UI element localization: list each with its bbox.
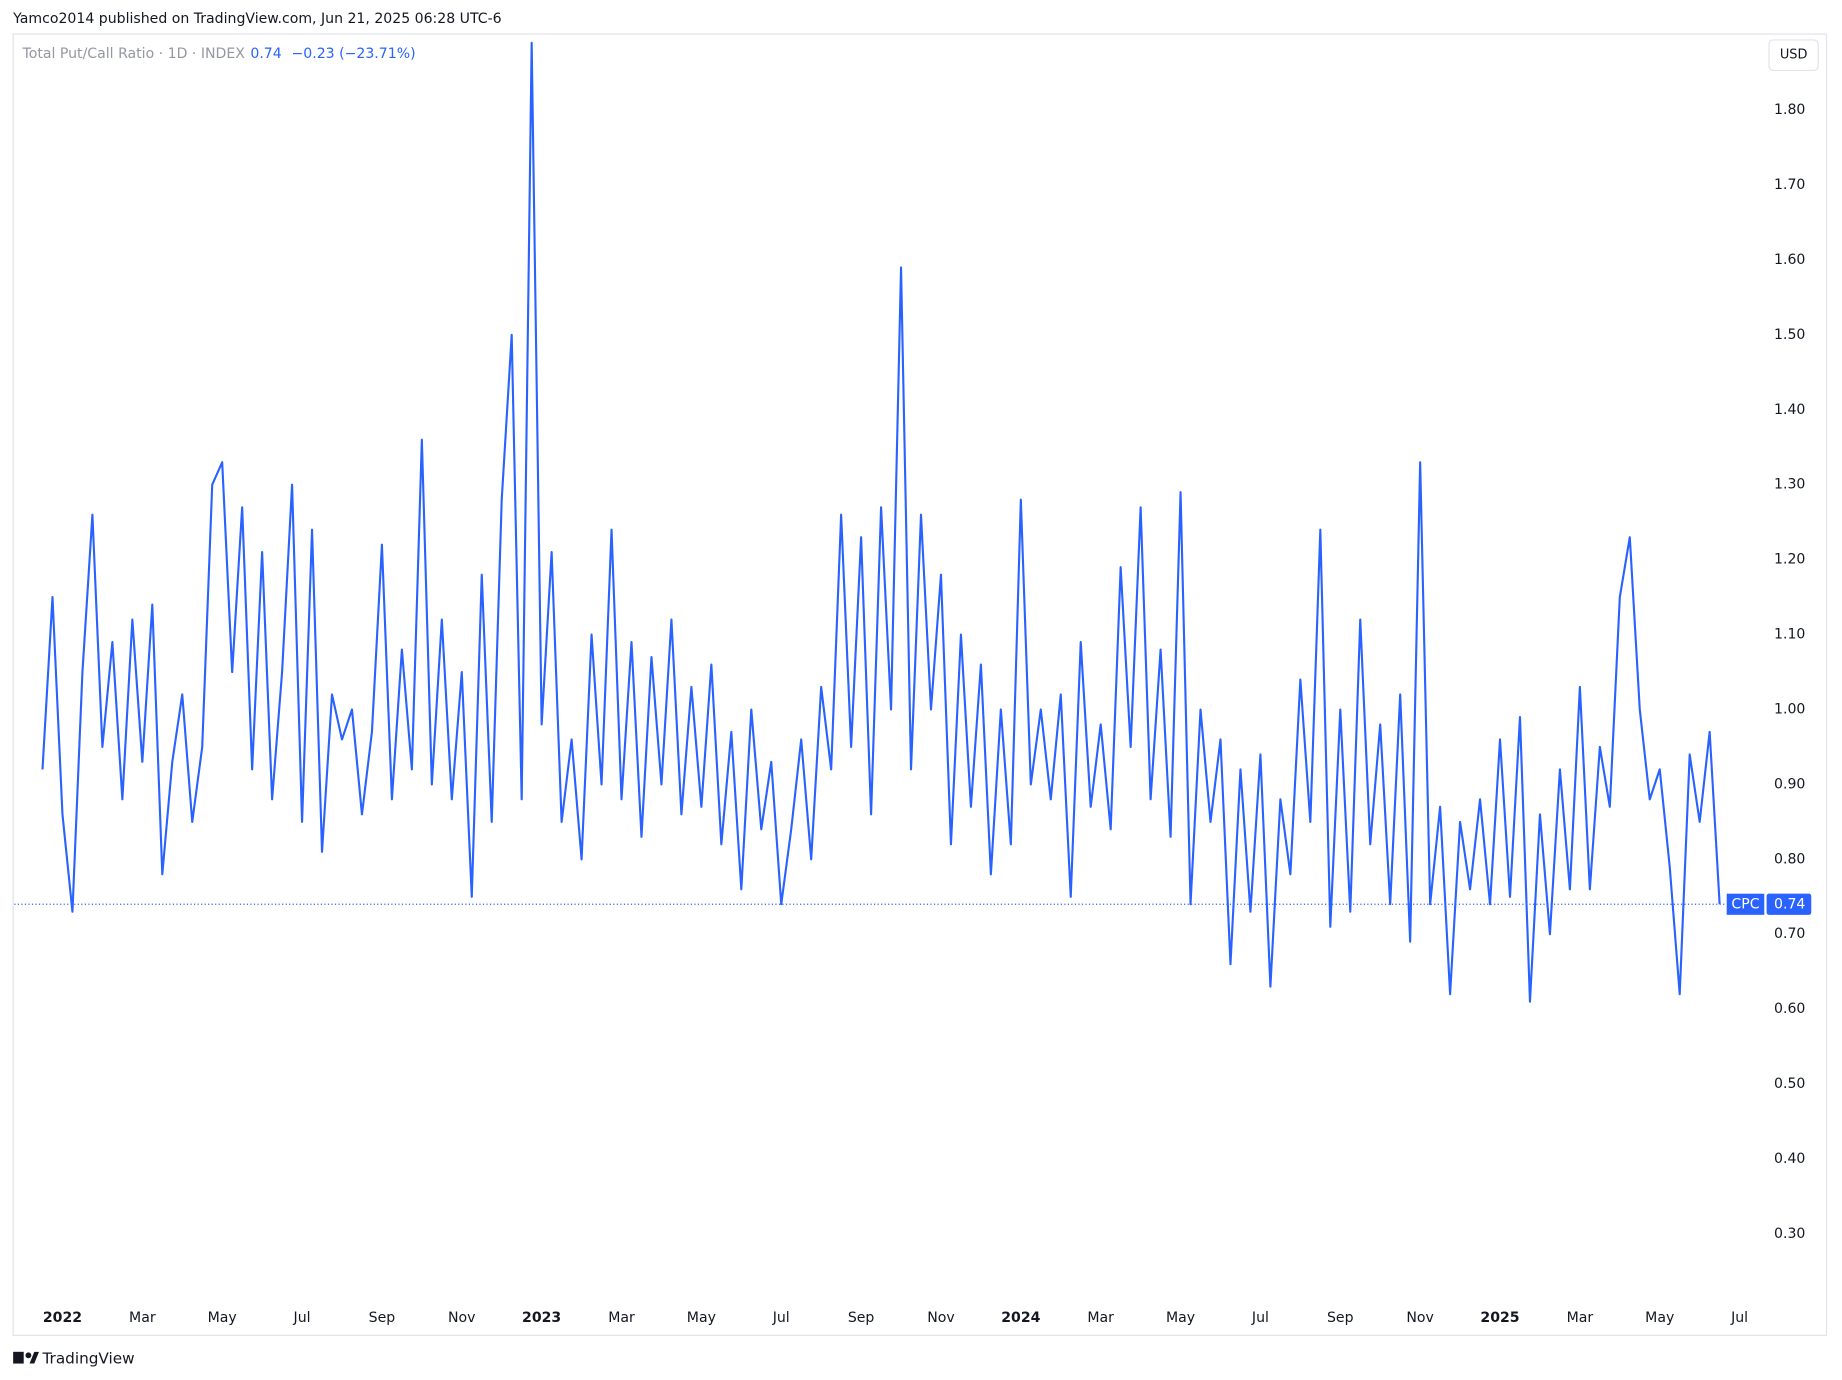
y-tick-label: 0.90 xyxy=(1774,776,1805,792)
y-tick-label: 1.50 xyxy=(1774,327,1805,343)
x-tick-label: Nov xyxy=(1406,1310,1433,1326)
symbol-label: CPC xyxy=(1731,896,1759,912)
price-label: 0.74 xyxy=(1774,896,1805,912)
x-tick-label: Sep xyxy=(369,1310,396,1326)
currency-box[interactable] xyxy=(1768,39,1819,72)
y-tick-label: 1.70 xyxy=(1774,177,1805,193)
y-tick-label: 1.30 xyxy=(1774,477,1805,493)
legend-title: Total Put/Call Ratio · 1D · INDEX xyxy=(22,46,246,62)
x-tick-label: Nov xyxy=(927,1310,954,1326)
x-tick-label: 2023 xyxy=(522,1310,561,1326)
frame xyxy=(12,33,1828,1336)
y-tick-label: 1.10 xyxy=(1774,627,1805,643)
brand: TradingView xyxy=(41,1349,134,1367)
x-tick-label: May xyxy=(687,1310,716,1326)
y-tick-label: 1.00 xyxy=(1774,701,1805,717)
y-tick-label: 0.70 xyxy=(1774,926,1805,942)
x-tick-label: May xyxy=(1166,1310,1195,1326)
legend-value: 0.74 xyxy=(250,46,281,62)
y-tick-label: 0.40 xyxy=(1774,1151,1805,1167)
x-tick-label: Nov xyxy=(448,1310,475,1326)
x-tick-label: 2022 xyxy=(43,1310,82,1326)
x-tick-label: 2024 xyxy=(1001,1310,1040,1326)
x-tick-label: May xyxy=(1645,1310,1674,1326)
y-tick-label: 0.50 xyxy=(1774,1076,1805,1092)
x-tick-label: Sep xyxy=(848,1310,875,1326)
y-tick-label: 0.80 xyxy=(1774,851,1805,867)
price-badge xyxy=(1766,893,1812,915)
publisher: Yamco2014 published on TradingView.com, … xyxy=(12,11,502,27)
legend-change: −0.23 (−23.71%) xyxy=(291,46,415,62)
y-tick-label: 1.80 xyxy=(1774,102,1805,118)
y-tick-label: 0.60 xyxy=(1774,1001,1805,1017)
y-tick-label: 1.20 xyxy=(1774,552,1805,568)
symbol-badge xyxy=(1726,893,1765,915)
x-tick-label: Jul xyxy=(1730,1310,1748,1326)
x-tick-label: Sep xyxy=(1327,1310,1354,1326)
y-tick-label: 0.30 xyxy=(1774,1226,1805,1242)
y-tick-label: 1.60 xyxy=(1774,252,1805,268)
series-line xyxy=(41,41,1721,1003)
x-tick-label: May xyxy=(208,1310,237,1326)
x-tick-label: Jul xyxy=(772,1310,790,1326)
x-tick-label: Mar xyxy=(129,1310,156,1326)
x-tick-label: Jul xyxy=(1251,1310,1269,1326)
x-tick-label: Mar xyxy=(1087,1310,1114,1326)
currency[interactable]: USD xyxy=(1780,48,1808,63)
x-tick-label: Jul xyxy=(293,1310,311,1326)
y-tick-label: 1.40 xyxy=(1774,402,1805,418)
logo xyxy=(13,1351,39,1364)
x-tick-label: Mar xyxy=(608,1310,635,1326)
x-tick-label: Mar xyxy=(1567,1310,1594,1326)
x-tick-label: 2025 xyxy=(1480,1310,1519,1326)
